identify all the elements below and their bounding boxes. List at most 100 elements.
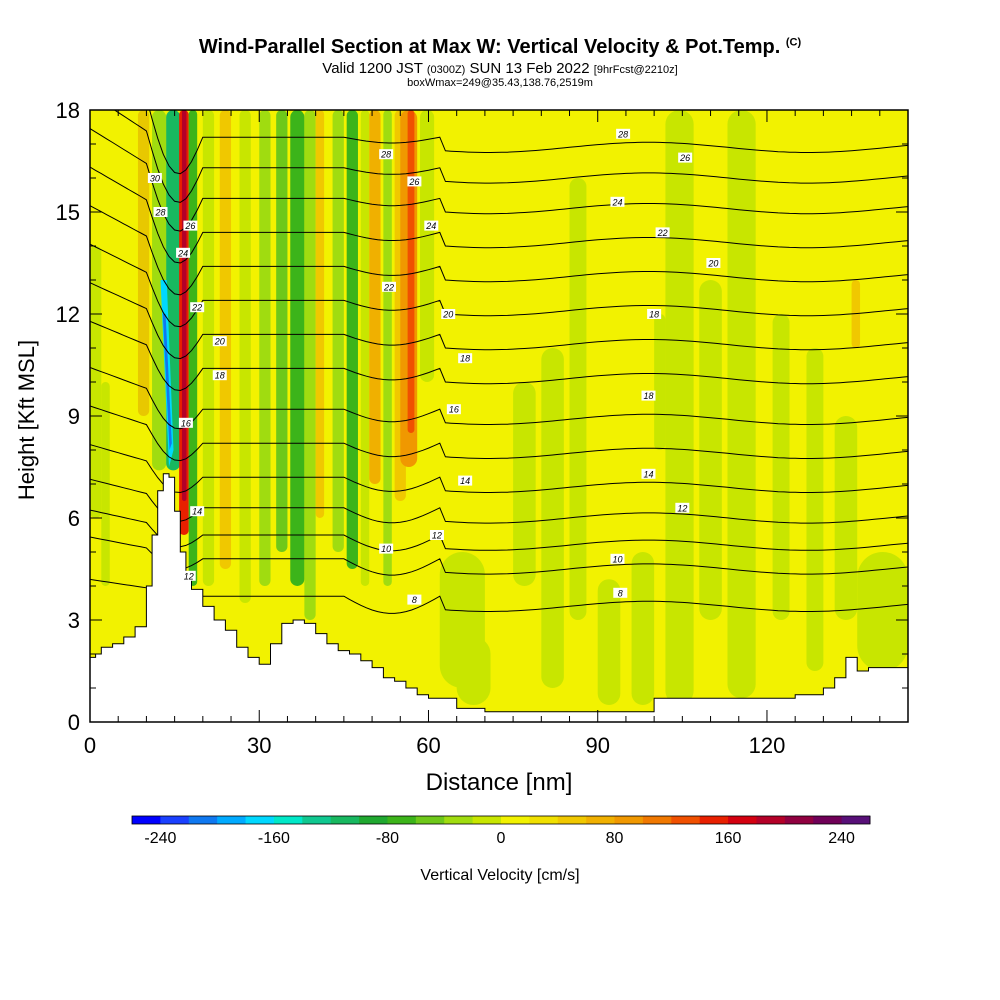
contour-label-bg [429,530,444,540]
contour-label: 18 [649,310,659,320]
colorbar-swatch [784,816,814,824]
colorbar-swatch [472,816,502,824]
velocity-band [332,110,344,552]
contour-label: 20 [214,337,225,347]
contour-label-bg [675,502,690,513]
theta-contour [113,110,908,203]
colorbar-swatch [671,816,701,824]
contour-label-bg [616,128,631,139]
contour-label: 28 [155,208,166,218]
colorbar-label: Vertical Velocity [cm/s] [420,867,579,884]
velocity-band [181,110,187,501]
velocity-band [315,110,325,518]
colorbar-swatch [699,816,729,824]
contour-label-bg [458,353,473,364]
x-axis-label: Distance [nm] [426,769,573,796]
theta-contour [90,166,908,264]
colorbar-swatch [217,816,247,824]
colorbar-frame [131,815,871,825]
contour-label-bg [613,587,628,598]
velocity-band [290,110,305,586]
valid-prefix: Valid 1200 JST [322,60,423,77]
valid-time-line: Valid 1200 JST (0300Z) SUN 13 Feb 2022 [… [0,60,1000,77]
contour-label: 10 [381,544,391,554]
velocity-band [346,110,358,569]
contour-label: 14 [643,469,653,479]
theta-contour [90,478,908,524]
colorbar-swatch [813,816,843,824]
velocity-band [857,552,908,671]
colorbar-swatch [245,816,275,824]
theta-contour [90,578,908,614]
contour-label: 12 [677,503,687,513]
colorbar-swatch [444,816,474,824]
colorbar-swatch [756,816,786,824]
y-tick-label: 9 [68,404,80,429]
contour-label-bg [407,594,422,605]
colorbar-swatch [501,816,530,824]
colorbar-tick-label: 80 [606,830,624,847]
colorbar-swatch [132,816,161,824]
theta-contour [90,509,908,552]
contour-label: 26 [184,221,195,231]
colorbar-swatch [188,816,218,824]
velocity-band [152,110,167,471]
contour-label: 22 [383,282,394,292]
contour-label: 24 [177,248,188,258]
x-tick-label: 0 [84,733,96,758]
box-wmax-line: boxWmax=249@35.43,138.76,2519m [407,77,593,89]
contour-label-bg [610,553,625,564]
x-tick-label: 30 [247,733,271,758]
colorbar-swatch [841,816,871,824]
contour-label: 26 [679,153,690,163]
theta-contour [90,205,908,296]
theta-contour [90,243,908,328]
velocity-band [456,637,491,705]
colorbar-tick-label: -80 [376,830,399,847]
contour-label-bg [190,302,205,313]
contour-label-bg [655,227,670,238]
velocity-band [239,110,251,603]
velocity-band [101,382,110,586]
contour-label-bg [678,152,693,163]
y-tick-label: 15 [56,200,80,225]
contour-label-bg [379,543,394,554]
y-tick-label: 12 [56,302,80,327]
contour-label: 10 [612,554,622,564]
contour-label: 16 [181,418,191,428]
x-tick-label: 90 [585,733,609,758]
contour-label: 24 [611,197,622,207]
colorbar-tick-label: -160 [258,830,290,847]
colorbar-swatch [415,816,445,824]
contour-label: 24 [425,221,436,231]
contour-label: 26 [408,177,419,187]
contour-label: 20 [707,259,718,269]
contour-label: 12 [184,571,194,581]
theta-contour [90,320,908,392]
colorbar-swatch [557,816,587,824]
velocity-band [202,110,215,586]
x-tick-labels: 0 30 60 90 120 [84,733,785,758]
y-tick-label: 0 [68,710,80,735]
valid-forecast: [9hrFcst@2210z] [593,64,678,76]
colorbar-swatch [160,816,190,824]
y-tick-label: 18 [56,98,80,123]
theta-contour [90,282,908,360]
contour-label-bg [441,309,456,319]
velocity-band [513,382,536,586]
colorbar-swatch [330,816,360,824]
contour-label: 22 [657,228,668,238]
contour-label: 18 [215,371,225,381]
terrain-profile [90,473,908,722]
contour-label-bg [379,149,394,160]
velocity-band [569,178,587,620]
colorbar-tick-labels: -240 -160 -80 0 80 160 240 [144,830,855,847]
colorbar-swatch [273,816,303,824]
contour-labels: 30 28 26 24 22 20 18 16 14 12 28 26 24 22 20 18 16 14 12 10… [147,128,721,605]
contour-label-bg [641,468,656,479]
colorbar-swatch [728,816,757,824]
valid-utc: (0300Z) [426,64,466,76]
axis-ticks [89,109,909,723]
contour-label-bg [610,196,625,207]
velocity-band [137,110,150,416]
